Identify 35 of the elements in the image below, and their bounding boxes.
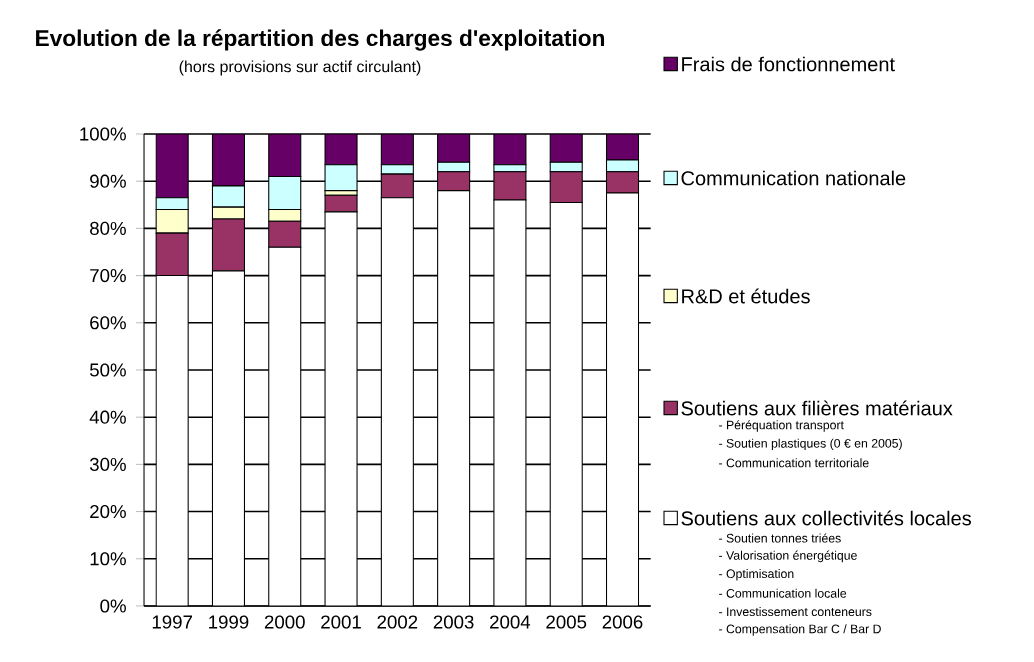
bar bbox=[549, 133, 583, 163]
bar bbox=[268, 133, 302, 178]
legend-label: Soutiens aux collectivités locales bbox=[681, 510, 972, 526]
bar bbox=[380, 133, 414, 166]
y-tick-label: 10% bbox=[90, 552, 126, 566]
y-tick-label: 90% bbox=[90, 174, 126, 188]
bar bbox=[437, 133, 471, 163]
y-tick-label: 0% bbox=[100, 599, 126, 613]
chart-title: Evolution de la répartition des charges d'exploitation bbox=[36, 29, 605, 51]
x-tick-label: 2004 bbox=[490, 615, 531, 629]
x-tick-label: 2002 bbox=[377, 615, 418, 629]
x-tick-label: 1997 bbox=[152, 615, 192, 629]
y-tick-label: 30% bbox=[89, 457, 126, 471]
y-tick-label: 20% bbox=[90, 504, 126, 519]
x-tick-label: 2000 bbox=[264, 615, 305, 629]
legend-label: R&D et études bbox=[682, 288, 810, 304]
x-tick-label: 2005 bbox=[546, 615, 587, 629]
chart-subtitle: (hors provisions sur actif circulant) bbox=[179, 60, 421, 76]
x-tick-label: 2006 bbox=[602, 615, 643, 629]
legend-label: Communication nationale bbox=[681, 170, 906, 186]
x-tick-label: 1999 bbox=[209, 615, 249, 629]
bar bbox=[155, 133, 189, 199]
y-tick-label: 80% bbox=[90, 221, 126, 235]
y-tick-label: 60% bbox=[90, 316, 126, 330]
y-tick-label: 70% bbox=[90, 269, 126, 283]
y-tick-label: 40% bbox=[89, 410, 126, 424]
x-tick-label: 2003 bbox=[433, 615, 474, 629]
bar bbox=[211, 133, 245, 187]
legend-label: Soutiens aux filières matériaux bbox=[681, 400, 953, 416]
bar bbox=[324, 164, 358, 192]
bar bbox=[605, 133, 640, 161]
y-tick-label: 100% bbox=[80, 127, 126, 141]
legend-label: Frais de fonctionnement bbox=[682, 56, 895, 72]
x-tick-label: 2001 bbox=[321, 615, 361, 629]
y-tick-label: 50% bbox=[89, 363, 126, 377]
